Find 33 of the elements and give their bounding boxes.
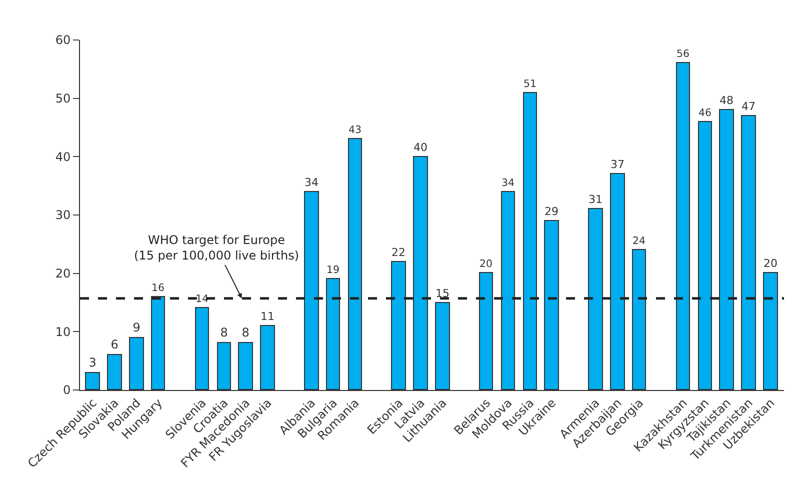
y-tick-label: 10 <box>55 324 71 339</box>
data-label: 29 <box>544 204 558 218</box>
data-label: 20 <box>764 256 778 270</box>
data-label: 16 <box>152 282 164 294</box>
data-label: 8 <box>220 326 228 340</box>
data-label: 56 <box>676 48 690 60</box>
data-label: 34 <box>304 176 318 189</box>
y-tick-label: 50 <box>55 92 71 106</box>
data-label: 40 <box>414 140 428 154</box>
ref-line-label: WHO target for Europe (15 per 100,000 live births) <box>134 233 300 263</box>
data-label: 51 <box>524 78 536 90</box>
data-label: 37 <box>610 158 624 171</box>
data-label: 48 <box>720 94 734 107</box>
data-label: 43 <box>348 124 362 136</box>
y-tick-label: 40 <box>55 150 71 164</box>
y-tick-label: 30 <box>55 208 71 222</box>
data-label: 34 <box>502 178 514 189</box>
data-label: 3 <box>88 356 96 370</box>
y-tick-label: 20 <box>55 266 71 281</box>
y-tick-label: 60 <box>55 33 71 48</box>
data-label: 15 <box>436 286 450 300</box>
data-label: 31 <box>588 192 602 206</box>
data-label: 22 <box>392 246 406 259</box>
data-label: 9 <box>132 320 140 334</box>
y-tick-label: 0 <box>62 383 71 398</box>
data-label: 24 <box>632 236 646 247</box>
data-label: 47 <box>742 100 756 113</box>
data-label: 6 <box>110 338 118 352</box>
data-label: 8 <box>242 326 250 340</box>
data-label: 20 <box>480 258 492 270</box>
data-label: 46 <box>698 108 712 119</box>
data-label: 11 <box>260 310 274 323</box>
data-label: 19 <box>326 264 340 276</box>
